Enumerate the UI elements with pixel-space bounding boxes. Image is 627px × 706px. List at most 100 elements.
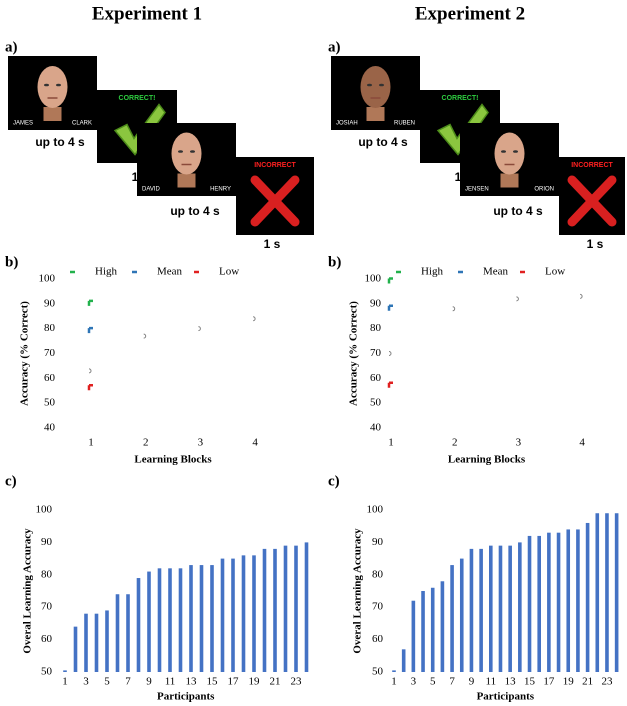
y-tick-label: 90 (372, 536, 384, 548)
y-tick-label: 100 (39, 273, 56, 285)
duration-label: up to 4 s (493, 204, 543, 218)
bar (283, 545, 288, 672)
bar (105, 610, 109, 672)
face-eye (190, 150, 195, 153)
y-tick-label: 80 (44, 322, 56, 334)
bar (178, 568, 183, 672)
y-tick-label: 80 (41, 568, 53, 580)
panel-label: c) (5, 473, 17, 489)
y-tick-label: 60 (41, 633, 53, 645)
legend-label: Mean (483, 266, 509, 278)
y-tick-label: 70 (372, 601, 384, 613)
y-tick-label: 60 (44, 372, 56, 384)
data-point (387, 304, 393, 311)
y-tick-label: 50 (44, 397, 56, 409)
bar (479, 548, 483, 672)
x-icon (567, 175, 617, 227)
bar (459, 558, 464, 672)
bar (220, 558, 225, 672)
face-eye (513, 150, 518, 153)
bar (262, 548, 267, 672)
bar (210, 565, 214, 672)
bar (508, 545, 512, 672)
panel-label: a) (328, 39, 341, 55)
y-axis-title: Overal Learning Accuracy (352, 528, 364, 654)
panel-label: c) (328, 473, 340, 489)
y-axis-title: Accuracy (% Correct) (19, 301, 31, 406)
bar (294, 545, 298, 672)
bar (421, 591, 425, 672)
bar (489, 545, 493, 672)
feedback-text: INCORRECT (571, 162, 613, 169)
face-eye (178, 150, 183, 153)
y-tick-label: 40 (370, 422, 382, 434)
legend-label: Low (219, 266, 239, 278)
x-tick-label: 23 (601, 676, 613, 688)
y-tick-label: 50 (372, 666, 384, 678)
panel-label: b) (5, 254, 18, 270)
y-tick-label: 90 (41, 536, 53, 548)
x-tick-label: 11 (165, 676, 176, 688)
bar (231, 558, 235, 672)
bar (440, 581, 445, 672)
y-tick-label: 50 (41, 666, 53, 678)
x-tick-label: 2 (143, 437, 149, 449)
face-neck (366, 107, 385, 121)
bar (527, 535, 532, 672)
y-tick-label: 100 (365, 273, 382, 285)
data-point (87, 384, 93, 391)
bar (392, 670, 396, 672)
feedback-text: CORRECT! (119, 95, 156, 102)
face (360, 66, 391, 108)
x-tick-label: 17 (543, 676, 555, 688)
bar (585, 522, 590, 672)
bar (566, 529, 571, 672)
legend-label: High (95, 266, 118, 278)
face-eye (501, 150, 506, 153)
bar (605, 513, 609, 672)
bar (450, 565, 454, 672)
bar (189, 565, 193, 672)
x-tick-label: 2 (452, 437, 458, 449)
x-tick-label: 5 (430, 676, 436, 688)
legend-label: Low (545, 266, 565, 278)
bar (469, 548, 474, 672)
stimulus-name: CLARK (72, 121, 92, 127)
face-neck (43, 107, 62, 121)
bar (94, 613, 99, 672)
x-tick-label: 23 (291, 676, 303, 688)
bar (411, 600, 416, 672)
stimulus-name: JOSIAH (336, 121, 358, 127)
y-axis-title: Overal Learning Accuracy (22, 528, 34, 654)
face (171, 132, 202, 175)
panel-label: a) (5, 39, 18, 55)
y-tick-label: 100 (367, 504, 384, 516)
bar (537, 535, 541, 672)
data-point (87, 299, 93, 306)
bar (168, 568, 172, 672)
bar (518, 542, 522, 672)
y-tick-label: 70 (44, 347, 56, 359)
y-tick-label: 90 (370, 297, 382, 309)
bar (241, 555, 246, 672)
bar (595, 513, 600, 672)
data-point (198, 326, 201, 332)
face-neck (500, 173, 519, 188)
x-tick-label: 7 (125, 676, 131, 688)
bar (147, 571, 151, 672)
bar (556, 532, 561, 672)
duration-label: up to 4 s (358, 135, 408, 149)
x-tick-label: 3 (516, 437, 522, 449)
x-tick-label: 21 (270, 676, 281, 688)
bar (115, 594, 120, 672)
panel-label: b) (328, 254, 341, 270)
bar (252, 555, 256, 672)
x-tick-label: 17 (228, 676, 240, 688)
face-neck (177, 173, 196, 188)
x-tick-label: 1 (62, 676, 68, 688)
y-tick-label: 100 (36, 504, 53, 516)
face-eye (56, 83, 61, 87)
data-point (579, 293, 583, 299)
bar (401, 649, 406, 672)
